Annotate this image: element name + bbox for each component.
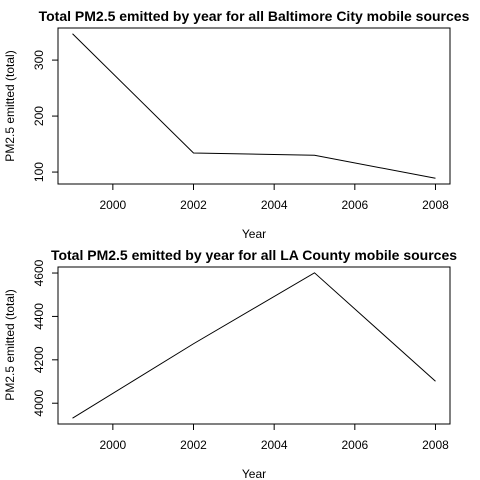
chart-title: Total PM2.5 emitted by year for all Balt… <box>39 8 470 24</box>
plot-area <box>72 272 436 419</box>
x-tick-label: 2006 <box>341 438 368 452</box>
plot-frame <box>57 27 451 185</box>
y-tick-label: 200 <box>32 106 46 126</box>
x-tick-label: 2004 <box>261 438 288 452</box>
x-axis-label: Year <box>242 467 266 480</box>
y-tick-label: 4000 <box>32 390 46 417</box>
chart-panel-baltimore: Total PM2.5 emitted by year for all Balt… <box>3 8 470 241</box>
y-axis-label: PM2.5 emitted (total) <box>3 289 17 400</box>
y-tick-label: 4600 <box>32 259 46 286</box>
x-tick-label: 2000 <box>99 438 126 452</box>
y-axis: 100 200 300 <box>32 50 58 182</box>
y-tick-label: 100 <box>32 162 46 182</box>
chart-title: Total PM2.5 emitted by year for all LA C… <box>51 247 457 263</box>
x-tick-label: 2004 <box>261 198 288 212</box>
x-tick-label: 2000 <box>99 198 126 212</box>
series-line <box>72 33 436 179</box>
series-line <box>72 272 436 419</box>
x-tick-label: 2008 <box>422 438 449 452</box>
x-axis: 2000 2002 2004 2006 2008 <box>99 424 449 452</box>
plot-frame <box>57 266 451 425</box>
x-tick-label: 2006 <box>341 198 368 212</box>
chart-panel-la-county: Total PM2.5 emitted by year for all LA C… <box>3 247 457 480</box>
x-tick-label: 2002 <box>180 438 207 452</box>
y-tick-label: 300 <box>32 50 46 70</box>
x-tick-label: 2008 <box>422 198 449 212</box>
x-tick-label: 2002 <box>180 198 207 212</box>
y-axis-label: PM2.5 emitted (total) <box>3 50 17 161</box>
x-axis: 2000 2002 2004 2006 2008 <box>99 184 449 212</box>
y-tick-label: 4200 <box>32 346 46 373</box>
x-axis-label: Year <box>242 227 266 241</box>
y-axis: 4000 4200 4400 4600 <box>32 259 58 417</box>
y-tick-label: 4400 <box>32 303 46 330</box>
plot-area <box>72 33 436 179</box>
